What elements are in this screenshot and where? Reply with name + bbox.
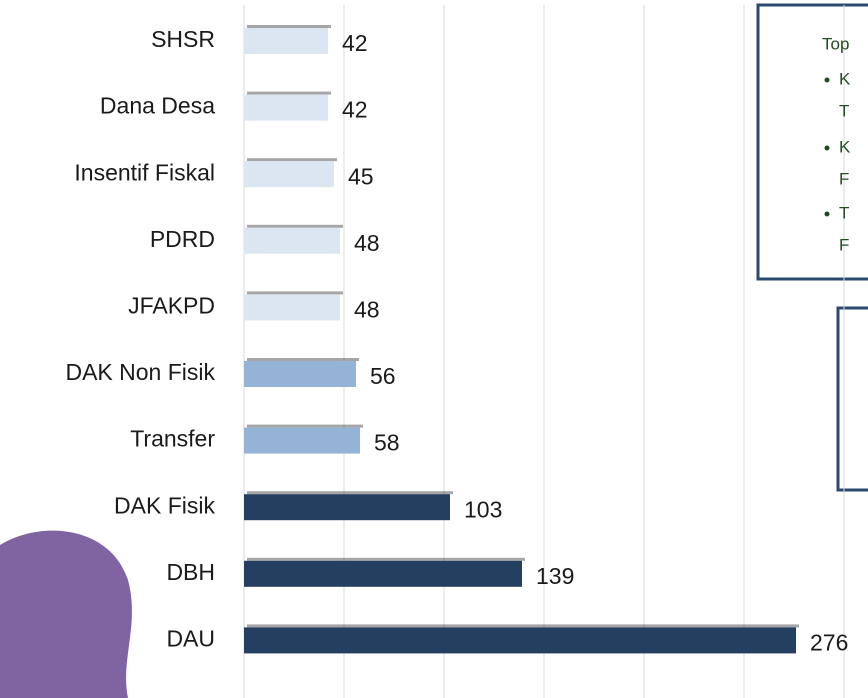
bullet bbox=[824, 77, 830, 83]
bar bbox=[244, 227, 340, 254]
value-label: 42 bbox=[342, 97, 368, 123]
bar-shadow bbox=[247, 25, 331, 28]
bullet bbox=[824, 211, 830, 217]
bullet bbox=[824, 145, 830, 151]
value-label: 48 bbox=[354, 230, 380, 256]
decoration-blob bbox=[0, 530, 132, 698]
note-text: T bbox=[839, 101, 849, 120]
value-label: 42 bbox=[342, 30, 368, 56]
bar-shadow bbox=[247, 224, 343, 228]
note-title: Top bbox=[822, 34, 849, 53]
bar-shadow bbox=[247, 158, 337, 162]
bar bbox=[244, 427, 360, 454]
value-label: 103 bbox=[464, 496, 502, 522]
value-label: 56 bbox=[370, 363, 396, 389]
bar bbox=[244, 361, 356, 387]
value-label: 276 bbox=[810, 629, 848, 655]
bar bbox=[244, 94, 328, 121]
y-tick-label: SHSR bbox=[151, 26, 215, 52]
bar bbox=[244, 161, 334, 188]
y-tick-label: DBH bbox=[166, 559, 215, 585]
bar-shadow bbox=[247, 491, 453, 495]
bar bbox=[244, 494, 450, 521]
note-text: T bbox=[839, 203, 849, 222]
y-tick-label: DAU bbox=[166, 625, 215, 651]
value-label: 139 bbox=[536, 563, 574, 589]
bar-shadow bbox=[247, 424, 363, 428]
y-tick-label: Dana Desa bbox=[100, 93, 215, 119]
y-tick-label: JFAKPD bbox=[128, 292, 215, 318]
y-tick-label: DAK Fisik bbox=[114, 492, 215, 518]
bar bbox=[244, 294, 340, 321]
y-tick-label: DAK Non Fisik bbox=[65, 359, 215, 385]
bar-shadow bbox=[247, 91, 331, 95]
note-box bbox=[836, 306, 868, 492]
note-text: K bbox=[839, 137, 851, 156]
bar-shadow bbox=[247, 624, 799, 628]
value-label: 45 bbox=[348, 163, 374, 189]
note-text: F bbox=[839, 235, 849, 254]
y-tick-label: Transfer bbox=[130, 426, 215, 452]
note-text: F bbox=[839, 169, 849, 188]
labels: SHSR 42 Dana Desa 42 Insentif Fiskal 45 PDRD 48… bbox=[65, 26, 848, 655]
y-tick-label: PDRD bbox=[150, 226, 215, 252]
bar-shadow bbox=[247, 557, 525, 561]
bar-shadow bbox=[247, 358, 359, 361]
y-tick-label: Insentif Fiskal bbox=[74, 159, 215, 185]
bar-shadow bbox=[247, 291, 343, 295]
value-label: 48 bbox=[354, 296, 380, 322]
value-label: 58 bbox=[374, 430, 400, 456]
bar bbox=[244, 627, 796, 654]
grid bbox=[243, 5, 845, 698]
bars bbox=[244, 25, 799, 654]
bar bbox=[244, 28, 328, 54]
note-box bbox=[756, 3, 868, 281]
bar bbox=[244, 560, 522, 587]
note-text: K bbox=[839, 69, 851, 88]
